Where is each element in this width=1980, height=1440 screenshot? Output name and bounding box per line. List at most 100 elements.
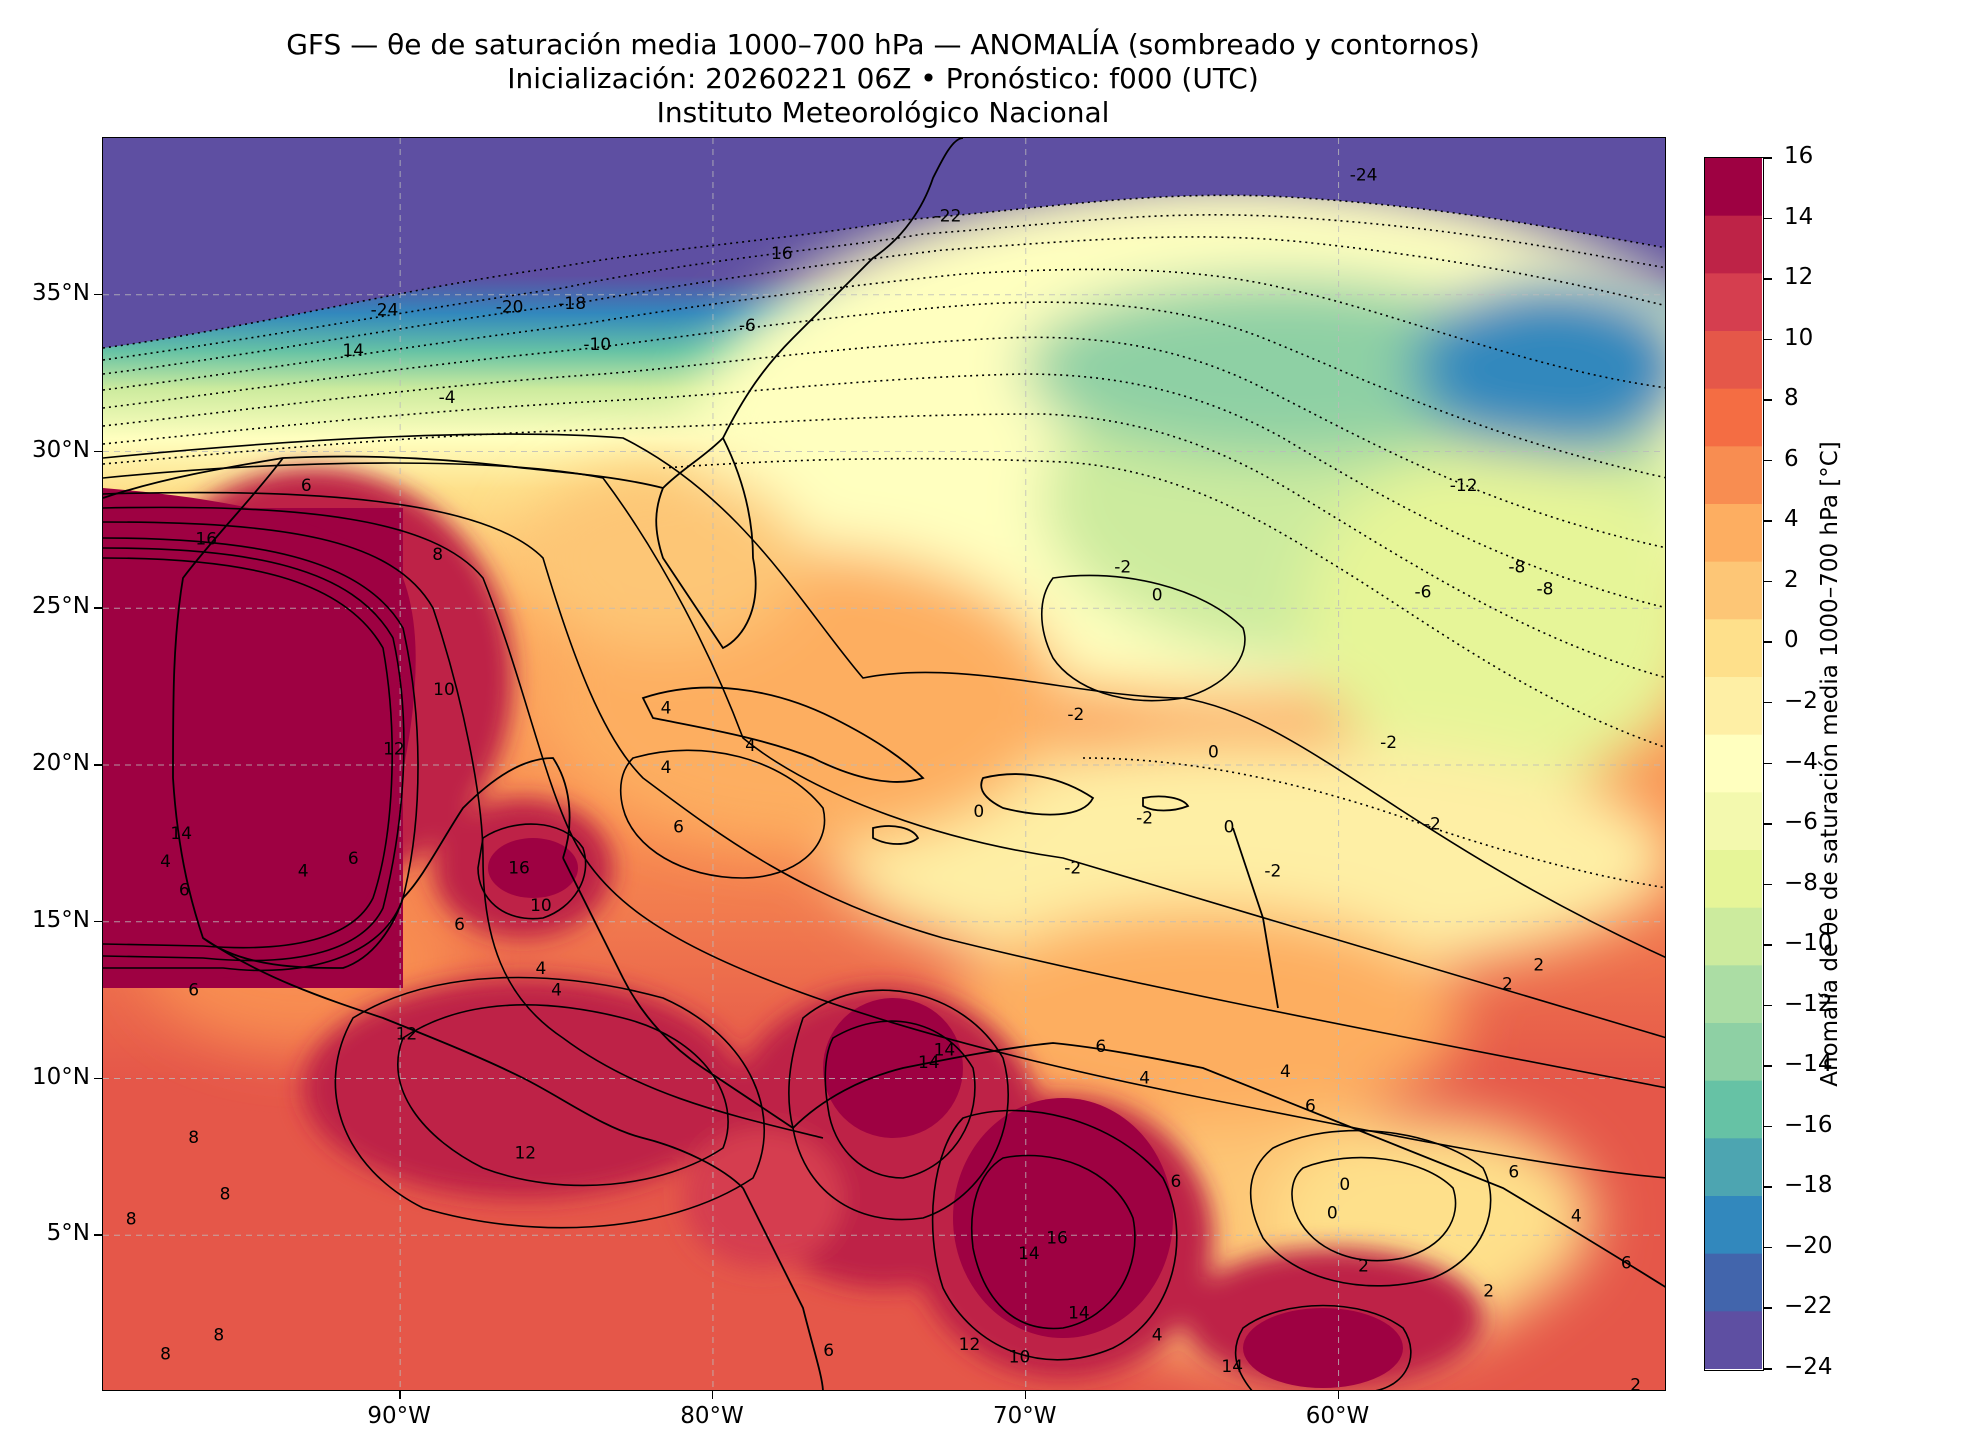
colorbar-tick-mark: [1764, 399, 1772, 401]
contour-venezuela-inner: [970, 1154, 1136, 1330]
contour-label: 2: [1358, 1257, 1369, 1277]
colorbar-tick-label: −16: [1784, 1111, 1833, 1138]
contour-label: 12: [383, 739, 405, 759]
contour-label: 6: [673, 818, 684, 838]
lat-tick-label: 35°N: [32, 279, 90, 306]
contour-label: 4: [1152, 1326, 1163, 1346]
contour-neg-2: [662, 457, 1665, 749]
contour-label: -4: [439, 388, 456, 408]
contour-neg-4: [103, 413, 1665, 679]
lat-tick-mark: [94, 450, 102, 452]
contour-label: -6: [739, 316, 756, 336]
contour-lines: [103, 194, 1665, 1390]
contour-atl-0: [1040, 574, 1246, 702]
colorbar-swatch: [1705, 1138, 1762, 1197]
contour-venezuela-outer: [931, 1109, 1178, 1361]
contour-neg-20: [103, 214, 1665, 361]
contour-6: [103, 506, 1665, 1179]
contour-neg-10: [103, 301, 1665, 479]
contour-neg-12: [103, 268, 1665, 391]
lat-tick-label: 30°N: [32, 436, 90, 463]
colorbar-tick-mark: [1764, 217, 1772, 220]
contour-label: 16: [1046, 1228, 1068, 1248]
colorbar-tick-label: 6: [1784, 445, 1799, 472]
contour-label: 8: [160, 1344, 171, 1364]
contour-label: 0: [1152, 586, 1163, 606]
colorbar-tick-label: −2: [1784, 687, 1818, 714]
colorbar-swatch: [1705, 1253, 1762, 1312]
contour-label: 2: [1630, 1376, 1641, 1391]
contour-label: -8: [1537, 579, 1554, 599]
contour-honduras: [477, 823, 587, 920]
colorbar-tick-mark: [1764, 823, 1772, 825]
contour-label: -2: [1136, 808, 1153, 828]
colorbar-swatch: [1705, 1196, 1762, 1255]
lat-tick-label: 25°N: [32, 593, 90, 620]
contour-label: 6: [188, 981, 199, 1001]
anomaly-max-honduras: [488, 838, 578, 898]
colorbar-tick-mark: [1764, 580, 1772, 583]
colorbar-swatch: [1705, 446, 1762, 505]
contour-label: 6: [179, 880, 190, 900]
chart-subtitle-institute: Instituto Meteorológico Nacional: [656, 96, 1110, 129]
colorbar-swatch: [1705, 907, 1762, 966]
colorbar-tick-label: 10: [1784, 324, 1814, 351]
anomaly-min-north: [103, 138, 1665, 348]
chart-subtitle-init: Inicialización: 20260221 06Z • Pronóstic…: [507, 62, 1259, 95]
contour-neg-24: [103, 194, 1665, 349]
contour-label: 16: [195, 529, 217, 549]
contour-label: 0: [1339, 1175, 1350, 1195]
colorbar-swatch: [1705, 850, 1762, 909]
lon-tick-mark: [711, 1391, 714, 1399]
colorbar-tick-mark: [1764, 1125, 1772, 1128]
colorbar-tick-label: −8: [1784, 869, 1818, 896]
lat-tick-label: 5°N: [46, 1220, 90, 1247]
colorbar-tick-label: −22: [1784, 1293, 1833, 1320]
contour-label: -24: [1350, 166, 1378, 186]
colorbar-tick-label: 16: [1784, 143, 1814, 169]
contour-label: 2: [1483, 1282, 1494, 1302]
contour-label: 6: [1170, 1172, 1181, 1192]
colorbar-tick-mark: [1764, 1368, 1772, 1370]
colorbar-tick-label: 0: [1784, 627, 1799, 654]
contour-neg-16: [103, 236, 1665, 375]
contour-guianas-0: [1291, 1156, 1457, 1262]
colorbar-tick-label: −24: [1784, 1354, 1833, 1380]
colorbar-swatch: [1705, 504, 1762, 563]
coast-gulf-us: [103, 455, 664, 499]
colorbar-swatch: [1705, 792, 1762, 851]
coastlines: [103, 138, 1665, 1390]
contour-label: 0: [973, 802, 984, 822]
contour-label: 4: [160, 852, 171, 872]
colorbar-tick-mark: [1764, 157, 1772, 159]
colorbar-tick-label: −14: [1784, 1051, 1833, 1078]
colorbar-tick-mark: [1764, 520, 1772, 522]
contour-label: 16: [771, 244, 793, 264]
lat-tick-label: 20°N: [32, 750, 90, 776]
colorbar-tick-mark: [1764, 701, 1772, 704]
contour-label: 0: [1208, 742, 1219, 762]
contour-label: 14: [918, 1053, 940, 1073]
colorbar-tick-mark: [1764, 883, 1772, 886]
contour-label: 14: [1068, 1304, 1090, 1324]
colorbar-swatch: [1705, 215, 1762, 274]
colorbar-tick-mark: [1764, 1307, 1772, 1309]
contour-label: 12: [514, 1144, 536, 1164]
lon-tick-mark: [1337, 1391, 1340, 1399]
colorbar-tick-label: −18: [1784, 1172, 1833, 1199]
contour-amazon: [1234, 1304, 1412, 1390]
lat-tick-mark: [94, 920, 102, 923]
coast-yucatan: [402, 757, 571, 899]
contour-label: -2: [1064, 858, 1081, 878]
colorbar-tick-mark: [1764, 1065, 1772, 1067]
lat-tick-mark: [94, 293, 102, 296]
colorbar-tick-mark: [1764, 641, 1772, 643]
coast-jamaica: [872, 825, 920, 845]
colorbar-tick-mark: [1764, 762, 1772, 764]
lat-tick-label: 15°N: [32, 906, 90, 933]
contour-label: 4: [551, 981, 562, 1001]
contour-label: -24: [371, 300, 399, 320]
contour-gulf-4: [619, 749, 826, 879]
contour-label: -20: [496, 297, 524, 317]
